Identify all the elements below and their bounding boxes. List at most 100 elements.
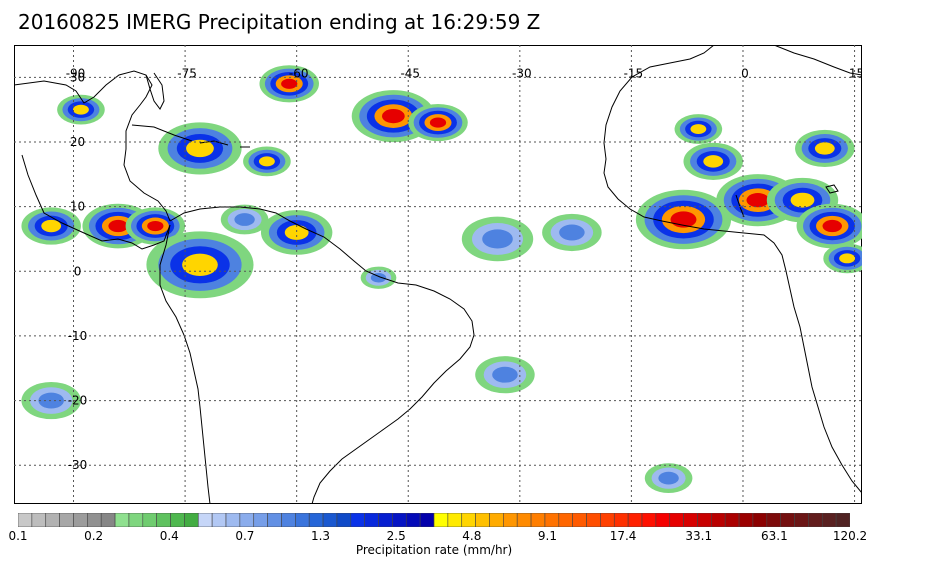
colorbar-swatch: [225, 512, 241, 528]
colorbar-swatch: [156, 512, 171, 528]
graticule: [14, 45, 862, 504]
precip-cell: [38, 392, 64, 409]
colorbar-swatch: [489, 512, 504, 528]
colorbar-swatch: [184, 512, 199, 528]
precip-cell: [482, 229, 513, 249]
colorbar-swatch: [308, 512, 324, 528]
colorbar-swatch: [197, 512, 213, 528]
colorbar-swatch: [627, 512, 643, 528]
precip-cell: [186, 139, 214, 158]
precip-cell: [822, 219, 842, 233]
precip-cell: [492, 366, 518, 383]
colorbar-swatch: [586, 512, 601, 528]
colorbar-swatch: [558, 512, 573, 528]
colorbar-swatch: [766, 512, 781, 528]
colorbar-swatch: [336, 512, 352, 528]
coastline-cuba: [131, 124, 193, 142]
precip-cell: [746, 193, 770, 208]
page-title: 20160825 IMERG Precipitation ending at 1…: [18, 10, 541, 34]
precip-cell: [658, 471, 679, 485]
latitude-label: -20: [68, 394, 88, 408]
colorbar: [17, 512, 851, 528]
colorbar-tick-label: 9.1: [537, 529, 557, 543]
colorbar-swatch: [724, 512, 740, 528]
colorbar-swatch: [447, 512, 463, 528]
colorbar-swatch: [461, 512, 476, 528]
colorbar-swatch: [655, 512, 671, 528]
colorbar-swatch: [100, 512, 116, 528]
colorbar-swatch: [211, 512, 227, 528]
colorbar-swatch: [281, 512, 296, 528]
colorbar-swatch: [17, 512, 33, 528]
colorbar-swatch: [835, 512, 851, 528]
longitude-label: -15: [624, 66, 644, 80]
precip-cell: [814, 142, 835, 155]
colorbar-swatch: [738, 512, 754, 528]
coastline-central-america: [21, 154, 171, 250]
precip-cell: [690, 124, 707, 135]
latitude-label: -30: [68, 458, 88, 472]
colorbar-swatch: [613, 512, 629, 528]
colorbar-swatch: [45, 512, 60, 528]
latitude-label: -10: [68, 329, 88, 343]
precip-cell: [41, 219, 62, 233]
longitude-label: -60: [289, 66, 309, 80]
colorbar-swatch: [697, 512, 712, 528]
colorbar-swatch: [780, 512, 795, 528]
colorbar-swatch: [600, 512, 615, 528]
colorbar-swatch: [114, 512, 130, 528]
colorbar-swatch: [475, 512, 490, 528]
precip-cell: [370, 272, 387, 283]
precip-cell: [429, 117, 447, 128]
colorbar-tick-label: 0.1: [8, 529, 28, 543]
colorbar-swatch: [821, 512, 837, 528]
precip-cell: [703, 155, 724, 168]
precip-cell: [73, 104, 89, 115]
colorbar-tick-label: 0.7: [235, 529, 255, 543]
latitude-label: 10: [70, 200, 85, 214]
colorbar-tick-label: 0.4: [159, 529, 179, 543]
colorbar-swatch: [253, 512, 268, 528]
colorbar-swatch: [405, 512, 421, 528]
colorbar-swatch: [73, 512, 88, 528]
precip-cell: [839, 253, 856, 264]
colorbar-swatch: [170, 512, 185, 528]
colorbar-swatch: [364, 512, 379, 528]
longitude-label: 15: [849, 66, 862, 80]
precipitation-layer: [21, 65, 862, 494]
colorbar-swatch: [87, 512, 102, 528]
precip-cell: [234, 213, 255, 226]
colorbar-swatch: [794, 512, 809, 528]
longitude-label: -90: [66, 66, 86, 80]
precip-cell: [258, 156, 275, 167]
precip-cell: [147, 220, 164, 232]
colorbar-swatch: [572, 512, 587, 528]
colorbar-swatch: [711, 512, 726, 528]
colorbar-swatch: [516, 512, 532, 528]
colorbar-swatch: [59, 512, 74, 528]
coastline-south-america-west: [159, 224, 211, 504]
coastline-africa: [603, 45, 862, 494]
colorbar-swatch: [530, 512, 546, 528]
latitude-label: 30: [70, 70, 85, 84]
colorbar-title: Precipitation rate (mm/hr): [355, 543, 513, 557]
precip-cell: [182, 253, 218, 276]
colorbar-tick-label: 63.1: [761, 529, 788, 543]
colorbar-swatch: [378, 512, 393, 528]
coastline-africa-north: [773, 45, 862, 76]
colorbar-swatch: [350, 512, 365, 528]
coastline-layer: [14, 45, 862, 504]
precip-cell: [108, 219, 128, 233]
longitude-label: -30: [512, 66, 532, 80]
colorbar-tick-label: 33.1: [685, 529, 713, 543]
colorbar-swatch: [683, 512, 698, 528]
coastline-lake-chad: [825, 184, 839, 194]
colorbar-swatch: [267, 512, 282, 528]
colorbar-swatch: [669, 512, 684, 528]
latitude-label: 0: [74, 264, 82, 278]
coastline-florida: [145, 72, 165, 110]
precipitation-map: -90 -75 -60 -45 -30 -15 0 15 30 20 10 0 -10 -20 -30: [14, 45, 862, 504]
precip-cell: [790, 192, 815, 208]
colorbar-swatch: [419, 512, 435, 528]
coastline-north-america: [14, 70, 171, 222]
